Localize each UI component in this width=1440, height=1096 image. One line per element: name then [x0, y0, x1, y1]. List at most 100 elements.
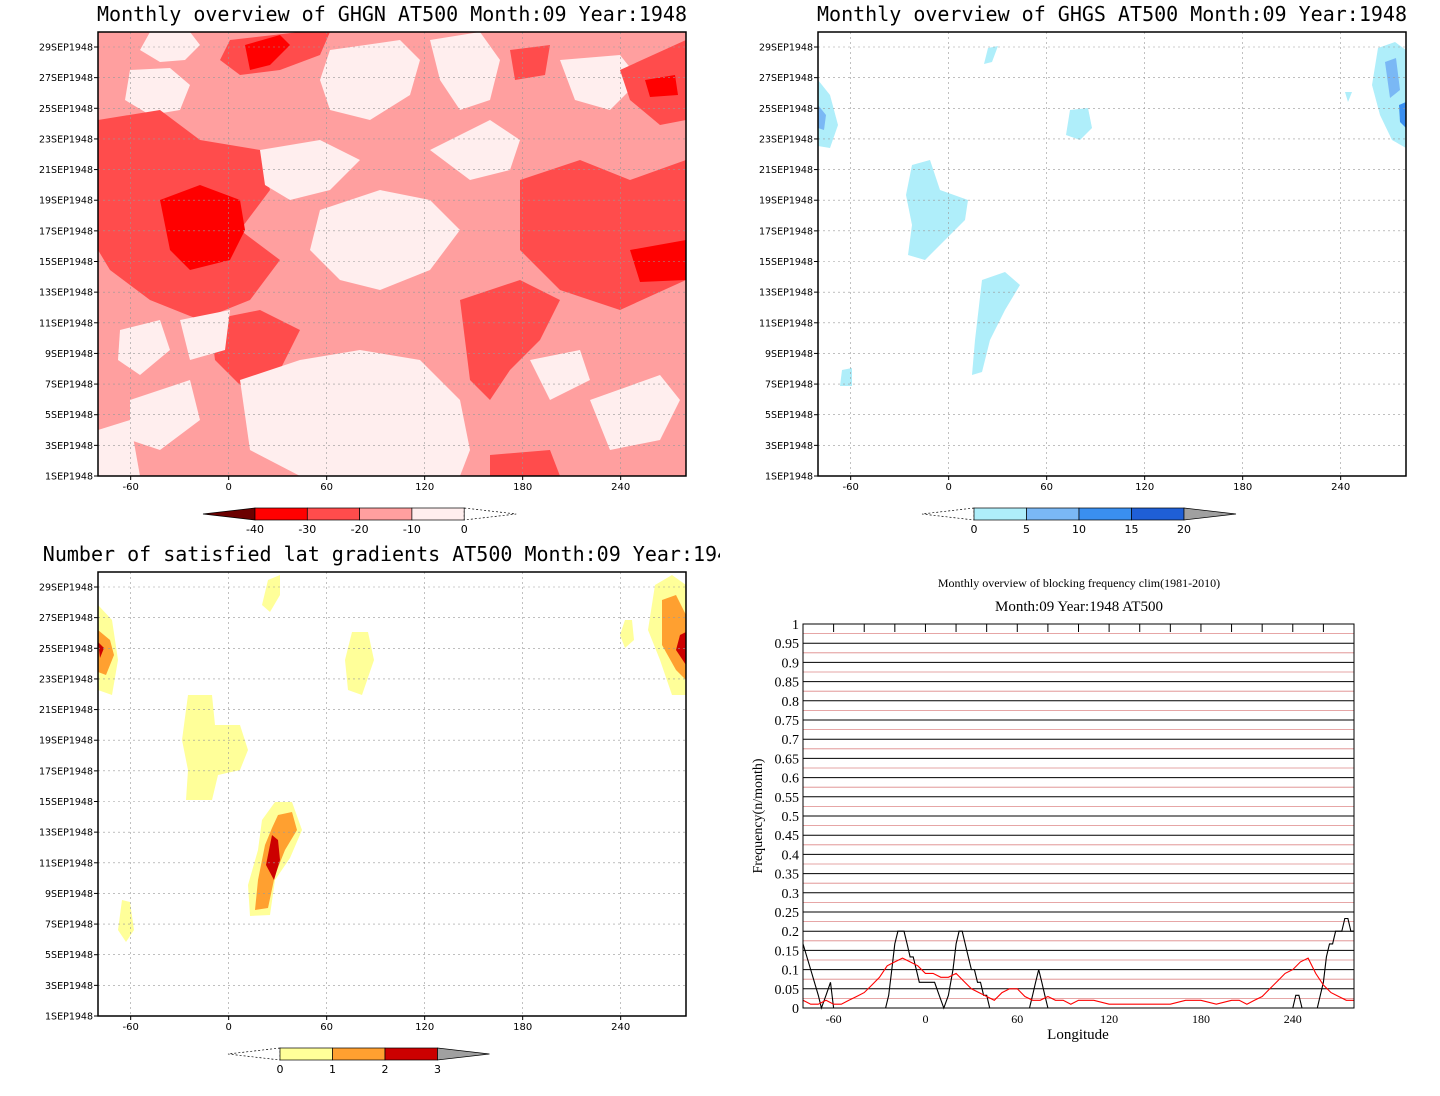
ghgn-x-ticks: -60 0 60 120 180 240: [122, 476, 630, 493]
ghgn-region: [180, 310, 230, 360]
ghgs-region: [1385, 58, 1400, 98]
ghgn-region: [320, 40, 420, 120]
freq-y-tick-label: 0.5: [782, 810, 800, 825]
lat-colorbar-arrow-right: [437, 1047, 490, 1061]
ghgn-region: [310, 190, 460, 290]
ghgs-x-tick-label: 240: [1331, 482, 1350, 493]
ghgs-region: [984, 46, 998, 64]
lat-region: [182, 695, 248, 800]
lat-colorbar-swatch: [279, 1047, 333, 1061]
ghgs-colorbar-arrow-left: [921, 507, 975, 521]
lat-region: [620, 620, 634, 648]
ghgs-x-tick-label: 120: [1135, 482, 1154, 493]
lat-y-tick-label: 29SEP1948: [39, 583, 93, 594]
ghgn-y-tick-label: 3SEP1948: [45, 441, 93, 452]
freq-plot: 0 0.05 0.1 0.15 0.2 0.25 0.3 0.35 0.4 0.45 0.5 0.55…: [775, 618, 1355, 1026]
ghgs-y-tick-label: 1SEP1948: [765, 472, 813, 483]
ghgn-y-tick-label: 29SEP1948: [39, 43, 93, 54]
ghgs-region: [818, 80, 838, 148]
ghgn-gridlines: [98, 32, 686, 477]
lat-x-tick-label: 60: [320, 1022, 333, 1033]
ghgn-y-tick-label: 11SEP1948: [39, 318, 93, 329]
ghgn-y-tick-label: 9SEP1948: [45, 349, 93, 360]
freq-hlines: [803, 623, 1354, 1009]
ghgn-x-tick-label: 240: [611, 482, 630, 493]
ghgs-y-tick-label: 13SEP1948: [759, 288, 813, 299]
ghgs-y-tick-label: 25SEP1948: [759, 104, 813, 115]
freq-y-tick-label: 0.1: [782, 964, 800, 979]
ghgs-region: [1066, 108, 1092, 140]
freq-series-line-red: [802, 957, 1354, 1005]
ghgs-y-tick-label: 5SEP1948: [765, 410, 813, 421]
lat-y-tick-label: 17SEP1948: [39, 766, 93, 777]
lat-y-tick-label: 3SEP1948: [45, 981, 93, 992]
ghgn-region: [430, 32, 500, 110]
freq-y-tick-label: 0.05: [775, 983, 800, 998]
lat-region: [266, 835, 280, 880]
freq-x-ticks: -60 0 60 120 180 240: [802, 624, 1355, 1026]
ghgn-region: [590, 375, 680, 450]
ghgs-colorbar-swatch: [973, 507, 1027, 521]
ghgs-y-tick-label: 15SEP1948: [759, 257, 813, 268]
freq-title: Monthly overview of blocking frequency c…: [938, 576, 1220, 590]
ghgn-colorbar: -40 -30 -20 -10 0: [202, 507, 517, 536]
ghgn-colorbar-label: -30: [298, 523, 316, 536]
ghgs-y-tick-label: 11SEP1948: [759, 318, 813, 329]
freq-x-tick-label: 240: [1284, 1012, 1302, 1026]
ghgn-region: [630, 240, 686, 282]
freq-x-tick-label: 120: [1100, 1012, 1118, 1026]
ghgs-x-tick-label: -60: [842, 482, 858, 493]
ghgn-region: [160, 185, 245, 270]
ghgn-region: [245, 35, 290, 70]
lat-y-tick-label: 15SEP1948: [39, 797, 93, 808]
freq-y-tick-label: 1: [792, 618, 799, 633]
freq-y-tick-label: 0.3: [782, 887, 800, 902]
lat-y-tick-label: 23SEP1948: [39, 674, 93, 685]
ghgs-panel: Monthly overview of GHGS AT500 Month:09 …: [720, 0, 1440, 545]
lat-region: [98, 642, 104, 658]
ghgn-y-tick-label: 15SEP1948: [39, 257, 93, 268]
ghgn-plot: 29SEP1948 27SEP1948 25SEP1948 23SEP1948 21SE…: [39, 31, 687, 493]
lat-plot: 29SEP1948 27SEP1948 25SEP1948 23SEP1948 21SE…: [39, 571, 687, 1033]
freq-xlabel: Longitude: [1047, 1027, 1109, 1043]
ghgs-contours: [818, 42, 1406, 386]
freq-chart: Monthly overview of blocking frequency c…: [751, 576, 1355, 1043]
freq-y-tick-label: 0.6: [782, 772, 800, 787]
ghgn-colorbar-label: -10: [403, 523, 421, 536]
lat-colorbar-label: 3: [434, 1063, 441, 1076]
lat-x-tick-label: -60: [122, 1022, 138, 1033]
freq-y-tick-label: 0.75: [775, 714, 800, 729]
ghgs-plot: 29SEP1948 27SEP1948 25SEP1948 23SEP1948 21SE…: [759, 31, 1407, 493]
freq-y-tick-label: 0.2: [782, 925, 800, 940]
lat-colorbar: 0 1 2 3: [227, 1047, 490, 1076]
ghgn-colorbar-swatch: [254, 507, 308, 521]
freq-series-line-black: [802, 917, 1354, 1010]
freq-x-tick-label: 60: [1011, 1012, 1023, 1026]
ghgn-colorbar-arrow-left: [202, 507, 256, 521]
ghgn-region: [530, 350, 590, 400]
ghgs-x-tick-label: 60: [1040, 482, 1053, 493]
freq-y-tick-label: 0.8: [782, 695, 800, 710]
lat-x-tick-label: 0: [225, 1022, 231, 1033]
ghgs-y-tick-label: 3SEP1948: [765, 441, 813, 452]
ghgs-chart: Monthly overview of GHGS AT500 Month:09 …: [759, 2, 1407, 536]
ghgs-colorbar-swatch: [1078, 507, 1132, 521]
lat-region: [118, 900, 134, 942]
lat-y-ticks: 29SEP1948 27SEP1948 25SEP1948 23SEP1948 21SE…: [39, 583, 98, 1023]
lat-region: [676, 632, 686, 665]
ghgn-region: [118, 320, 170, 375]
ghgn-colorbar-swatch: [306, 507, 360, 521]
ghgs-y-tick-label: 19SEP1948: [759, 196, 813, 207]
ghgs-x-tick-label: 180: [1233, 482, 1252, 493]
ghgs-colorbar: 0 5 10 15 20: [921, 507, 1237, 536]
lat-region: [98, 630, 114, 675]
freq-ylabel: Frequency(n/month): [751, 758, 766, 873]
lat-colorbar-label: 0: [277, 1063, 284, 1076]
freq-y-ticks: 0 0.05 0.1 0.15 0.2 0.25 0.3 0.35 0.4 0.45 0.5 0.55…: [775, 618, 800, 1017]
ghgn-y-tick-label: 5SEP1948: [45, 410, 93, 421]
ghgs-colorbar-arrow-right: [1183, 507, 1237, 521]
freq-y-tick-label: 0.15: [775, 944, 800, 959]
lat-frame: [97, 571, 687, 1017]
freq-y-tick-label: 0: [792, 1002, 799, 1017]
ghgs-y-ticks: 29SEP1948 27SEP1948 25SEP1948 23SEP1948 21SE…: [759, 43, 818, 483]
